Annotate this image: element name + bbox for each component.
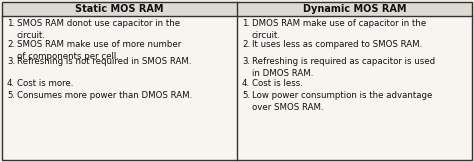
Text: 4.: 4. (242, 79, 250, 88)
Text: Cost is less.: Cost is less. (252, 79, 303, 88)
Bar (237, 2, 472, 16)
Text: SMOS RAM make use of more number
of components per cell.: SMOS RAM make use of more number of comp… (17, 40, 181, 61)
Text: 3.: 3. (7, 57, 15, 66)
Bar (2, 2, 237, 16)
Bar (237, 2, 472, 160)
Text: SMOS RAM donot use capacitor in the
circuit.: SMOS RAM donot use capacitor in the circ… (17, 19, 180, 40)
Text: It uses less as compared to SMOS RAM.: It uses less as compared to SMOS RAM. (252, 40, 422, 49)
Text: 1.: 1. (242, 19, 250, 28)
Text: Cost is more.: Cost is more. (17, 79, 73, 88)
Text: 1.: 1. (7, 19, 15, 28)
Text: Static MOS RAM: Static MOS RAM (75, 4, 164, 14)
Bar (2, 2, 237, 160)
Text: 4.: 4. (7, 79, 15, 88)
Text: Dynamic MOS RAM: Dynamic MOS RAM (303, 4, 406, 14)
Text: Consumes more power than DMOS RAM.: Consumes more power than DMOS RAM. (17, 91, 192, 100)
Text: 2.: 2. (7, 40, 15, 49)
Text: 5.: 5. (7, 91, 15, 100)
Text: Refreshing is not required in SMOS RAM.: Refreshing is not required in SMOS RAM. (17, 57, 191, 66)
Text: 5.: 5. (242, 91, 250, 100)
Text: 2.: 2. (242, 40, 250, 49)
Text: 3.: 3. (242, 57, 250, 66)
Text: DMOS RAM make use of capacitor in the
circuit.: DMOS RAM make use of capacitor in the ci… (252, 19, 426, 40)
Text: Low power consumption is the advantage
over SMOS RAM.: Low power consumption is the advantage o… (252, 91, 432, 112)
Text: Refreshing is required as capacitor is used
in DMOS RAM.: Refreshing is required as capacitor is u… (252, 57, 435, 78)
